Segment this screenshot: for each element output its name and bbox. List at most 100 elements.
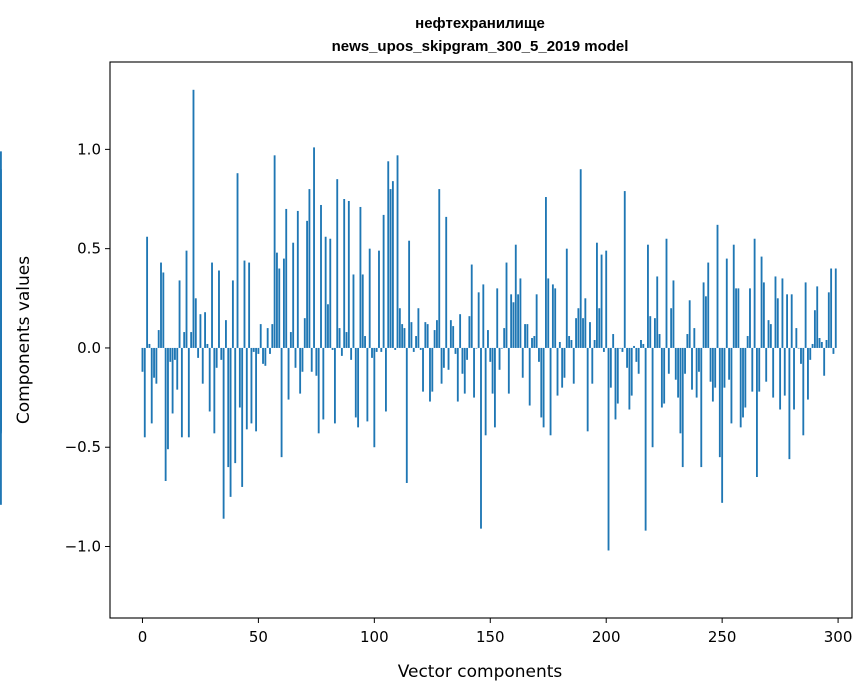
- bar-206: [619, 347, 622, 349]
- bar-208: [623, 191, 626, 348]
- bar-174: [545, 197, 547, 348]
- bar-10: [164, 347, 167, 481]
- bar-293: [820, 341, 823, 348]
- bar-223: [658, 334, 661, 348]
- bar-282: [795, 328, 798, 348]
- bar-249: [718, 347, 721, 458]
- bar-100: [373, 347, 376, 448]
- bar-292: [818, 338, 821, 348]
- bar-102: [378, 250, 380, 348]
- bar-64: [289, 332, 292, 348]
- bar-189: [579, 169, 582, 348]
- bar-55: [269, 347, 271, 354]
- bar-113: [403, 328, 406, 348]
- bar-2: [146, 236, 149, 348]
- bar-117: [412, 347, 415, 352]
- bar-266: [758, 347, 761, 392]
- bar-128: [438, 189, 441, 348]
- bar-96: [364, 336, 366, 348]
- bar-6: [155, 347, 158, 384]
- bar-296: [827, 292, 830, 348]
- bar-182: [563, 347, 566, 378]
- bar-92: [354, 347, 357, 418]
- bar-122: [424, 322, 427, 348]
- bar-12: [169, 347, 172, 362]
- bar-261: [746, 336, 749, 348]
- bar-62: [285, 208, 288, 348]
- bar-46: [248, 262, 251, 348]
- bar-275: [779, 347, 782, 410]
- bar-70: [303, 318, 306, 348]
- y-tick-label-4: 1.0: [77, 140, 101, 158]
- bar-77: [320, 204, 322, 348]
- bar-101: [375, 347, 378, 352]
- bar-170: [535, 294, 538, 348]
- bar-58: [276, 252, 278, 348]
- bar-237: [691, 347, 693, 390]
- bar-183: [565, 248, 568, 348]
- bar-13: [171, 347, 174, 414]
- bar-230: [674, 347, 677, 380]
- bar-72: [308, 189, 311, 348]
- bar-22: [192, 89, 195, 348]
- bar-139: [463, 347, 466, 394]
- bar-45: [245, 347, 248, 430]
- bar-140: [466, 347, 469, 360]
- bar-273: [774, 276, 777, 348]
- bar-32: [215, 347, 218, 368]
- bar-42: [238, 347, 241, 408]
- bar-36: [225, 320, 227, 348]
- bar-59: [278, 268, 281, 348]
- bar-162: [517, 294, 520, 348]
- bar-103: [380, 347, 383, 352]
- bar-85: [338, 328, 341, 348]
- bar-87: [343, 199, 346, 348]
- bar-267: [760, 256, 763, 348]
- bar-121: [422, 347, 424, 392]
- bar-290: [813, 310, 816, 348]
- bar-78: [322, 347, 325, 420]
- bar-279: [788, 347, 791, 460]
- bar-89: [347, 201, 350, 348]
- bar-39: [231, 280, 234, 348]
- bar-246: [711, 347, 714, 402]
- bar-49: [255, 347, 257, 432]
- bar-286: [804, 282, 807, 348]
- bar-285: [802, 347, 805, 436]
- bar-187: [575, 318, 577, 348]
- bar-90: [350, 347, 353, 360]
- bar-138: [461, 347, 464, 374]
- bar-157: [505, 262, 508, 348]
- bar-176: [549, 347, 552, 436]
- bar-126: [433, 330, 436, 348]
- bar-254: [730, 347, 733, 424]
- bar-53: [264, 347, 267, 366]
- x-tick-label-150: 150: [476, 628, 505, 646]
- x-tick-label-200: 200: [592, 628, 621, 646]
- bar-94: [359, 206, 362, 348]
- bar-167: [528, 347, 531, 406]
- bar-215: [640, 340, 642, 348]
- bar-38: [229, 347, 232, 497]
- bar-234: [684, 347, 686, 374]
- bar-68: [299, 347, 302, 394]
- bar-204: [614, 347, 617, 420]
- bar-0: [141, 347, 144, 372]
- bar-196: [596, 242, 598, 348]
- bar-155: [500, 347, 503, 349]
- bar-118: [415, 336, 417, 348]
- bar-269: [765, 347, 768, 382]
- bar-134: [452, 326, 455, 348]
- bar-186: [572, 347, 575, 384]
- bar-98: [368, 248, 371, 348]
- bar-8: [160, 262, 162, 348]
- bar-205: [616, 347, 619, 404]
- bar-264: [753, 238, 756, 348]
- bar-173: [542, 347, 545, 428]
- bar-31: [213, 347, 216, 434]
- bar-240: [698, 347, 700, 372]
- bar-168: [531, 338, 533, 348]
- bar-97: [366, 347, 369, 422]
- bar-150: [489, 347, 492, 362]
